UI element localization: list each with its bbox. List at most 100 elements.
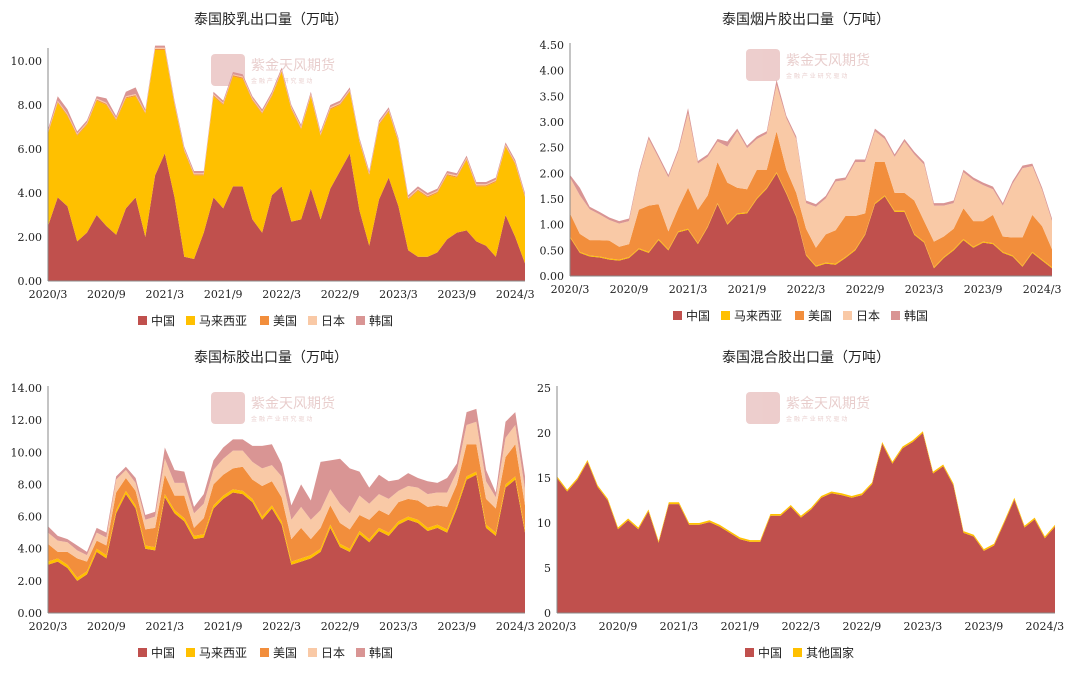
legend-label: 美国 xyxy=(273,314,297,328)
watermark-logo xyxy=(746,392,780,424)
x-tick-label: 2021/9 xyxy=(204,620,243,633)
x-tick-label: 2023/9 xyxy=(438,288,477,301)
y-tick-label: 0.50 xyxy=(540,244,565,257)
area-series-malaysia xyxy=(48,50,525,264)
x-tick-label: 2020/3 xyxy=(538,620,577,633)
x-tick-label: 2022/9 xyxy=(843,620,882,633)
x-tick-label: 2022/3 xyxy=(787,283,826,296)
x-tick-label: 2021/3 xyxy=(669,283,708,296)
y-tick-label: 2.00 xyxy=(18,575,43,588)
watermark-name: 紫金天风期货 xyxy=(786,395,870,412)
legend-label: 马来西亚 xyxy=(199,314,247,328)
legend-swatch-china xyxy=(138,316,147,325)
x-tick-label: 2022/9 xyxy=(321,288,360,301)
x-tick-label: 2022/3 xyxy=(262,288,301,301)
chart-title: 泰国标胶出口量（万吨） xyxy=(194,349,348,366)
y-tick-label: 0.00 xyxy=(18,607,43,620)
x-tick-label: 2022/9 xyxy=(846,283,885,296)
area-series-china xyxy=(48,474,525,613)
y-tick-label: 12.00 xyxy=(11,414,43,427)
x-tick-label: 2020/9 xyxy=(610,283,649,296)
chart-title: 泰国烟片胶出口量（万吨） xyxy=(722,11,890,28)
y-tick-label: 1.00 xyxy=(540,219,565,232)
x-tick-label: 2021/3 xyxy=(660,620,699,633)
y-tick-label: 2.00 xyxy=(540,167,565,180)
watermark-logo xyxy=(746,49,780,81)
watermark-name: 紫金天风期货 xyxy=(251,395,335,412)
y-tick-label: 6.00 xyxy=(18,511,43,524)
legend-swatch-usa xyxy=(795,311,804,320)
legend-swatch-china xyxy=(745,648,754,657)
legend-label: 马来西亚 xyxy=(734,309,782,323)
chart-title: 泰国胶乳出口量（万吨） xyxy=(194,11,348,28)
y-tick-label: 10 xyxy=(537,517,551,530)
area-series-japan xyxy=(48,421,525,562)
x-tick-label: 2024/3 xyxy=(496,288,535,301)
area-series-china xyxy=(48,153,525,281)
x-tick-label: 2021/3 xyxy=(145,288,184,301)
legend-label: 日本 xyxy=(321,646,345,660)
chart-legend: 中国 其他国家 xyxy=(745,645,854,660)
y-tick-label: 4.00 xyxy=(540,65,565,78)
legend-swatch-japan xyxy=(308,316,317,325)
legend-swatch-malaysia xyxy=(721,311,730,320)
y-tick-label: 8.00 xyxy=(18,478,43,491)
area-series-china xyxy=(557,433,1055,613)
x-tick-label: 2020/3 xyxy=(29,620,68,633)
y-tick-label: 3.00 xyxy=(540,116,565,129)
x-tick-label: 2023/3 xyxy=(905,283,944,296)
legend-swatch-japan xyxy=(843,311,852,320)
legend-label: 中国 xyxy=(686,308,710,323)
legend-label: 韩国 xyxy=(904,308,928,323)
x-tick-label: 2023/3 xyxy=(904,620,943,633)
y-tick-label: 3.50 xyxy=(540,90,565,103)
y-tick-label: 5 xyxy=(544,562,551,575)
y-tick-label: 14.00 xyxy=(11,382,43,395)
y-tick-label: 25 xyxy=(537,382,551,395)
legend-label: 日本 xyxy=(321,314,345,328)
x-tick-label: 2023/9 xyxy=(964,283,1003,296)
x-tick-label: 2021/9 xyxy=(728,283,767,296)
legend-swatch-others xyxy=(793,648,802,657)
watermark-name: 紫金天风期货 xyxy=(786,52,870,69)
legend-swatch-china xyxy=(673,311,682,320)
x-tick-label: 2021/9 xyxy=(721,620,760,633)
legend-label: 中国 xyxy=(151,645,175,660)
x-tick-label: 2024/3 xyxy=(496,620,535,633)
y-tick-label: 20 xyxy=(537,427,551,440)
y-tick-label: 4.00 xyxy=(18,543,43,556)
chart-legend: 中国 马来西亚 美国 日本 韩国 xyxy=(138,313,393,328)
watermark-slogan: 金 融 产 业 研 究 驱 动 xyxy=(786,72,847,80)
y-tick-label: 0.00 xyxy=(18,275,43,288)
x-tick-label: 2023/3 xyxy=(379,288,418,301)
x-tick-label: 2024/3 xyxy=(1025,620,1064,633)
y-tick-label: 0.00 xyxy=(540,270,565,283)
x-tick-label: 2020/3 xyxy=(29,288,68,301)
x-tick-label: 2023/9 xyxy=(438,620,477,633)
y-tick-label: 0 xyxy=(544,607,551,620)
area-series-usa xyxy=(570,131,1052,268)
legend-swatch-usa xyxy=(260,648,269,657)
chart-legend: 中国 马来西亚 美国 日本 韩国 xyxy=(673,308,928,323)
legend-swatch-korea xyxy=(356,648,365,657)
y-tick-label: 10.00 xyxy=(11,55,43,68)
x-tick-label: 2023/3 xyxy=(379,620,418,633)
watermark-logo xyxy=(211,392,245,424)
y-tick-label: 8.00 xyxy=(18,99,43,112)
legend-label: 马来西亚 xyxy=(199,646,247,660)
legend-label: 美国 xyxy=(808,309,832,323)
x-tick-label: 2023/9 xyxy=(965,620,1004,633)
legend-swatch-korea xyxy=(356,316,365,325)
legend-label: 日本 xyxy=(856,309,880,323)
x-tick-label: 2020/9 xyxy=(87,288,126,301)
y-tick-label: 6.00 xyxy=(18,143,43,156)
x-tick-label: 2024/3 xyxy=(1023,283,1062,296)
legend-swatch-usa xyxy=(260,316,269,325)
x-tick-label: 2022/9 xyxy=(321,620,360,633)
